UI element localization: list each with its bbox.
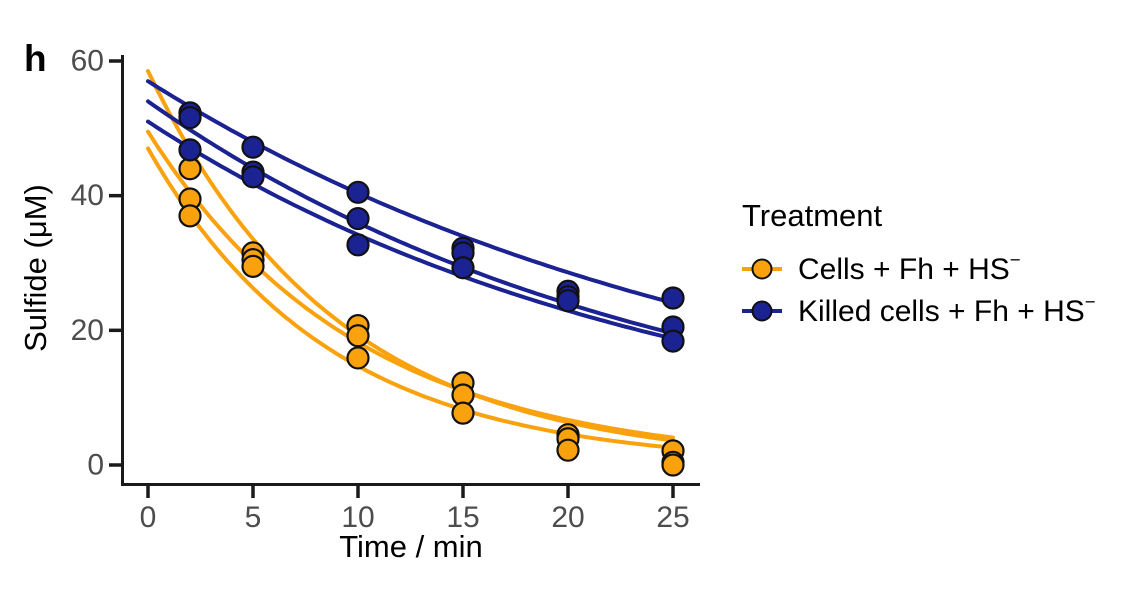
- data-point-series-1: [346, 233, 370, 257]
- y-tick-label: 20: [71, 314, 104, 347]
- y-tick-label: 0: [87, 449, 104, 482]
- x-tick-label: 20: [551, 501, 584, 534]
- data-point-series-0: [661, 453, 685, 477]
- x-tick-label: 10: [341, 501, 374, 534]
- fit-curve-1-1: [146, 99, 675, 336]
- data-point-series-0: [346, 324, 370, 348]
- x-tick-label: 5: [245, 501, 262, 534]
- legend-entry-0: Cells + Fh + HS−: [742, 248, 1096, 290]
- legend-key-icon: [742, 256, 782, 282]
- y-tick-label: 40: [71, 179, 104, 212]
- legend-entry-label: Killed cells + Fh + HS−: [798, 291, 1096, 328]
- data-point-series-1: [241, 135, 265, 159]
- data-point-series-1: [661, 329, 685, 353]
- legend-entries: Cells + Fh + HS− Killed cells + Fh + HS−: [742, 248, 1096, 332]
- data-point-series-0: [178, 204, 202, 228]
- legend-entry-label: Cells + Fh + HS−: [798, 249, 1021, 286]
- data-point-series-1: [661, 286, 685, 310]
- fit-curve-1-0: [146, 79, 675, 305]
- y-axis-title: Sulfide (μM): [18, 184, 53, 352]
- data-point-series-0: [451, 401, 475, 425]
- x-axis-title: Time / min: [339, 529, 483, 564]
- legend-entry-1: Killed cells + Fh + HS−: [742, 290, 1096, 332]
- data-point-series-0: [556, 438, 580, 462]
- y-tick-label: 60: [71, 45, 104, 78]
- fit-curve-0-0: [146, 69, 675, 443]
- data-point-series-0: [346, 346, 370, 370]
- x-tick-label: 15: [446, 501, 479, 534]
- legend: Treatment Cells + Fh + HS− Killed cells +…: [742, 198, 1096, 332]
- legend-key-icon: [742, 298, 782, 324]
- data-point-series-1: [178, 138, 202, 162]
- legend-key-point: [751, 258, 773, 280]
- data-point-series-1: [451, 256, 475, 280]
- data-point-series-0: [241, 254, 265, 278]
- fit-curve-1-2: [146, 119, 675, 341]
- panel-label: h: [24, 38, 47, 79]
- data-point-series-1: [346, 180, 370, 204]
- legend-title: Treatment: [742, 198, 883, 233]
- x-tick-label: 25: [656, 501, 689, 534]
- fit-curve-0-2: [146, 146, 675, 450]
- data-point-series-1: [556, 289, 580, 313]
- fit-curve-0-1: [146, 129, 675, 440]
- x-tick-label: 0: [140, 501, 157, 534]
- legend-key-point: [751, 300, 773, 322]
- data-point-series-1: [178, 105, 202, 130]
- data-point-series-1: [346, 206, 370, 231]
- data-point-series-1: [241, 165, 265, 189]
